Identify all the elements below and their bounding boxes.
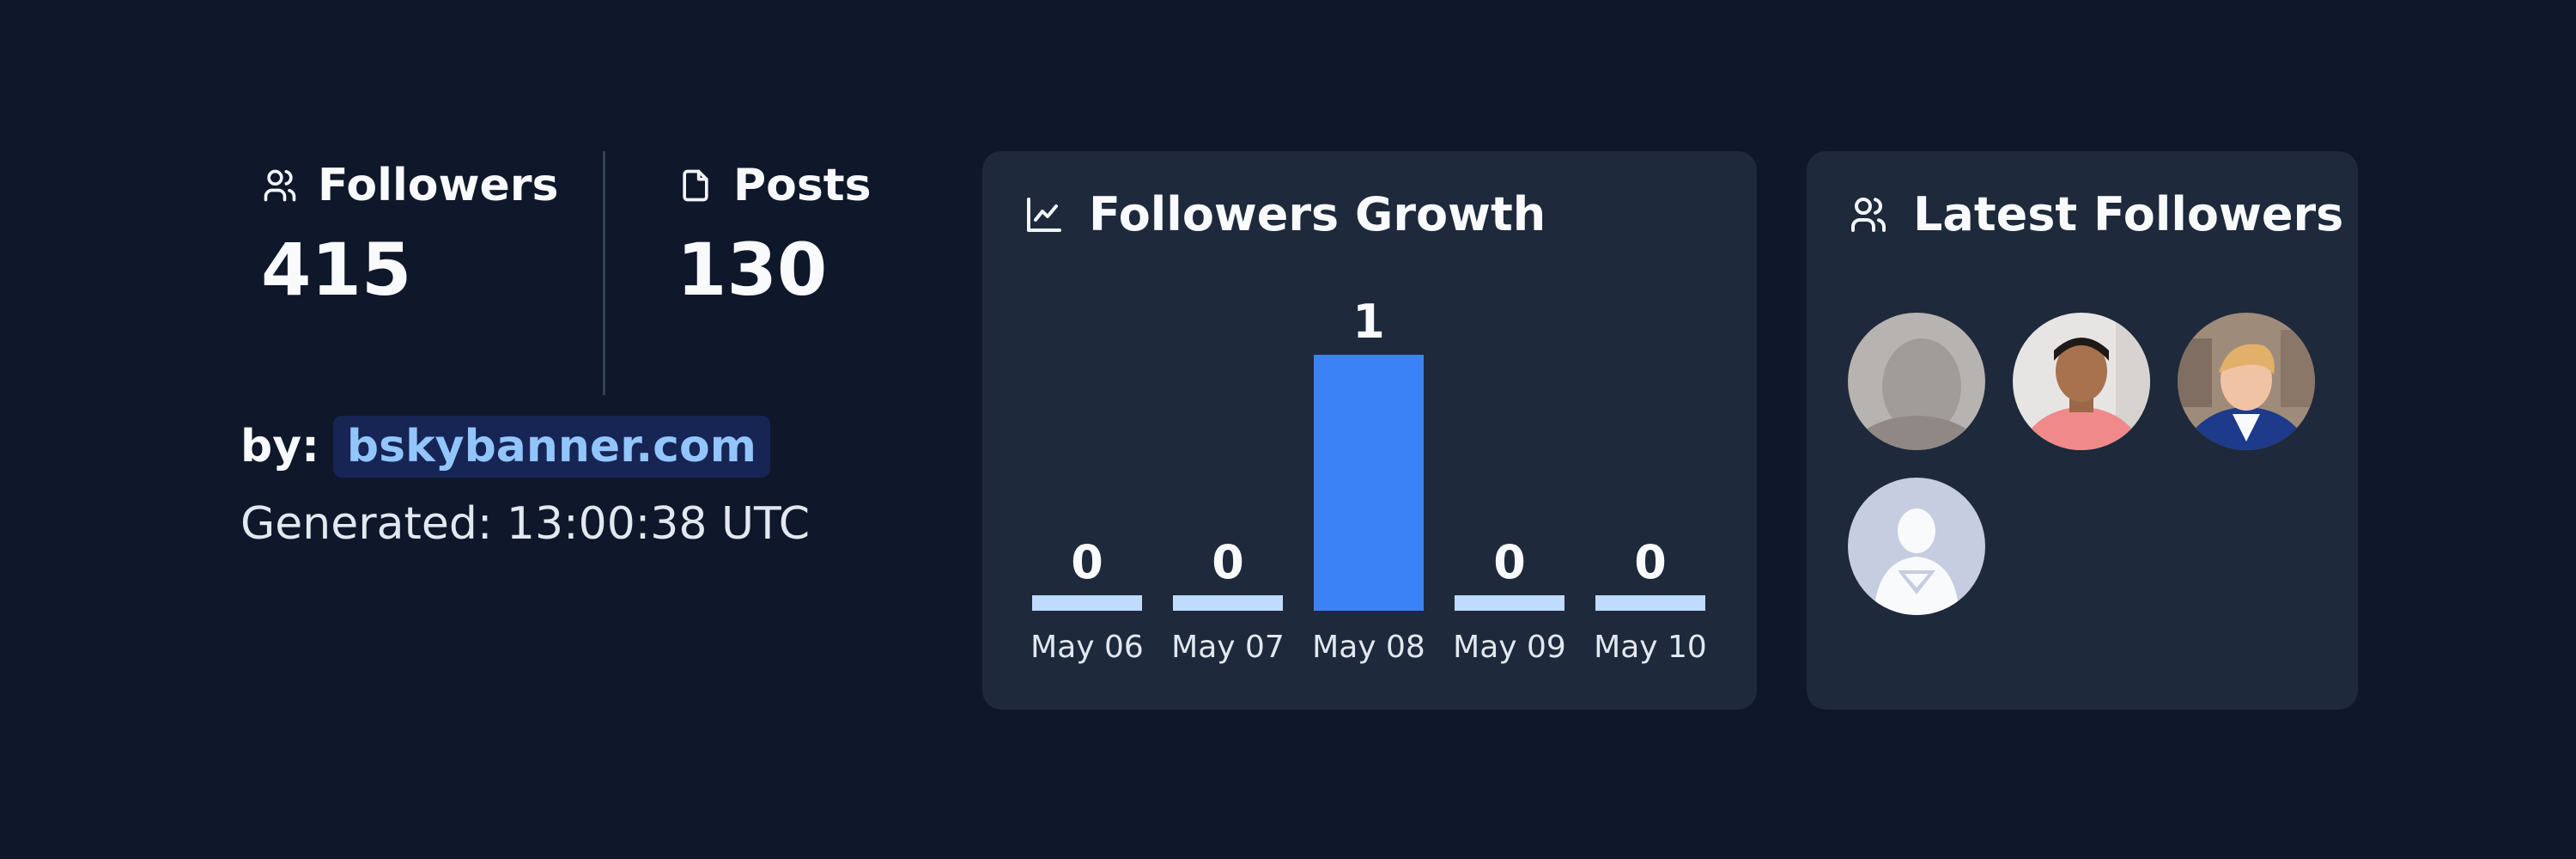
- category-label-may-10: May 10: [1594, 630, 1707, 665]
- followers-stat: Followers 415: [261, 151, 558, 313]
- follower-avatar-2[interactable]: [2013, 313, 2150, 450]
- category-label-may-08: May 08: [1312, 630, 1425, 665]
- follower-avatar-3[interactable]: [2178, 313, 2315, 450]
- follower-avatar-1[interactable]: [1848, 313, 1985, 450]
- file-icon: [683, 169, 708, 202]
- value-label-may-09: 0: [1493, 535, 1526, 589]
- follower-avatar-4[interactable]: [1848, 478, 1985, 615]
- followers-count: 415: [261, 228, 412, 312]
- generated-timestamp: Generated: 13:00:38 UTC: [240, 498, 811, 550]
- bar-may-08: [1314, 355, 1424, 611]
- users-icon: [1851, 197, 1886, 232]
- by-label: by:: [240, 421, 319, 472]
- category-label-may-09: May 09: [1453, 630, 1566, 665]
- category-label-may-06: May 06: [1030, 630, 1144, 665]
- followers-growth-chart: 0 May 06 0 May 07 1 May 08 0 May 09 0 May 10: [1030, 295, 1707, 665]
- stats-divider: [603, 151, 605, 395]
- followers-growth-title: Followers Growth: [1089, 187, 1546, 241]
- posts-stat: Posts 130: [677, 151, 872, 313]
- bar-may-06: [1032, 595, 1142, 611]
- latest-followers-card: Latest Followers: [1807, 151, 2358, 710]
- attribution: by: bskybanner.com: [240, 416, 770, 478]
- value-label-may-10: 0: [1634, 535, 1667, 589]
- followers-growth-card: Followers Growth 0 May 06 0 May 07 1 May 08 0 M…: [982, 151, 1757, 710]
- bar-may-09: [1455, 595, 1564, 611]
- users-icon: [264, 169, 296, 202]
- line-chart-icon: [1027, 197, 1061, 232]
- value-label-may-06: 0: [1071, 535, 1103, 589]
- bar-may-07: [1173, 595, 1283, 611]
- bar-may-10: [1595, 595, 1705, 611]
- posts-count: 130: [677, 228, 828, 312]
- category-label-may-07: May 07: [1171, 630, 1285, 665]
- posts-label: Posts: [733, 160, 872, 211]
- value-label-may-08: 1: [1352, 295, 1385, 349]
- followers-label: Followers: [318, 160, 559, 211]
- latest-followers-title: Latest Followers: [1913, 187, 2344, 241]
- stats-panel: Followers 415 Posts 130 by: bskybanner.c…: [240, 151, 927, 581]
- bskybanner-link[interactable]: bskybanner.com: [332, 416, 770, 478]
- value-label-may-07: 0: [1212, 535, 1244, 589]
